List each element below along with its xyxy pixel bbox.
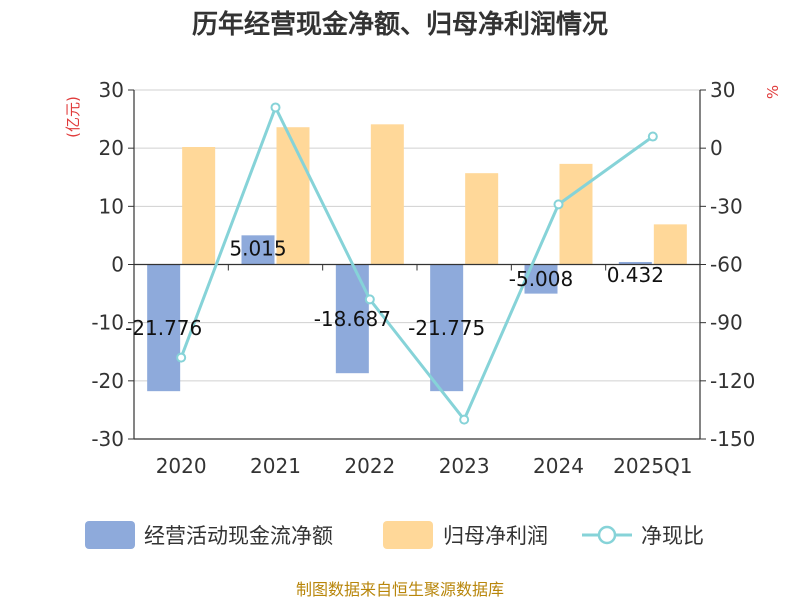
left-tick-label: 20 [99, 136, 124, 160]
x-axis-labels: 2020 2021 2022 2023 2024 2025Q1 [156, 454, 693, 478]
axes [133, 90, 701, 440]
bar-net-profit [653, 224, 687, 265]
legend: 经营活动现金流净额 归母净利润 净现比 [85, 521, 704, 549]
bar-net-profit [559, 163, 593, 265]
data-label-cashflow: -21.775 [408, 316, 485, 340]
x-tick-label: 2025Q1 [613, 454, 692, 478]
right-tick-label: 30 [710, 78, 735, 102]
ratio-point [647, 131, 658, 142]
x-tick-label: 2021 [250, 454, 301, 478]
right-tick-label: -90 [710, 311, 743, 335]
right-tick-label: -30 [710, 194, 743, 218]
left-axis-ticks: 30 20 10 0 -10 -20 -30 [91, 78, 134, 451]
left-axis-unit: (亿元) [64, 96, 82, 138]
right-axis-ticks: 30 0 -30 -60 -90 -120 -150 [700, 78, 755, 451]
right-tick-label: -60 [710, 253, 743, 277]
left-tick-label: -10 [91, 311, 124, 335]
right-tick-label: 0 [710, 136, 723, 160]
ratio-point [176, 352, 187, 363]
legend-swatch-net-profit [383, 521, 433, 549]
ratio-line-path [179, 105, 654, 422]
bar-cashflow [147, 264, 181, 392]
source-note: 制图数据来自恒生聚源数据库 [296, 580, 504, 599]
bar-net-profit [276, 127, 310, 265]
data-label-cashflow: -18.687 [314, 307, 391, 331]
legend-label-net-profit: 归母净利润 [443, 524, 548, 548]
legend-label-ratio: 净现比 [641, 524, 704, 548]
bar-cashflow [430, 264, 464, 392]
bar-cashflow [241, 235, 275, 265]
left-tick-label: -30 [91, 427, 124, 451]
data-label-cashflow: -5.008 [509, 267, 573, 291]
data-label-cashflow: -21.776 [125, 316, 202, 340]
x-tick-label: 2020 [156, 454, 207, 478]
x-tick-label: 2024 [533, 454, 584, 478]
legend-swatch-cashflow [85, 521, 135, 549]
right-tick-label: -150 [710, 427, 755, 451]
ratio-point [270, 102, 281, 113]
chart-title: 历年经营现金净额、归母净利润情况 [192, 9, 608, 40]
bar-cashflow [618, 261, 652, 265]
bar-net-profit [370, 124, 404, 265]
right-axis-unit: % [764, 85, 782, 99]
legend-label-cashflow: 经营活动现金流净额 [144, 524, 333, 548]
left-tick-label: 0 [111, 253, 124, 277]
right-tick-label: -120 [710, 369, 755, 393]
bars [147, 124, 687, 392]
data-label-cashflow: 0.432 [607, 263, 664, 287]
left-tick-label: 30 [99, 78, 124, 102]
ratio-point [364, 294, 375, 305]
ratio-point [553, 199, 564, 210]
left-tick-label: 10 [99, 194, 124, 218]
bar-net-profit [182, 147, 216, 265]
left-tick-label: -20 [91, 369, 124, 393]
ratio-point [459, 414, 470, 425]
bar-cashflow [335, 264, 369, 374]
ratio-line [176, 102, 658, 425]
data-labels: -21.776 5.015 -18.687 -21.775 -5.008 0.432 [125, 236, 664, 340]
legend-marker-ratio [597, 525, 617, 545]
bar-net-profit [465, 173, 499, 265]
data-label-cashflow: 5.015 [229, 236, 286, 260]
x-tick-label: 2022 [344, 454, 395, 478]
x-tick-label: 2023 [439, 454, 490, 478]
